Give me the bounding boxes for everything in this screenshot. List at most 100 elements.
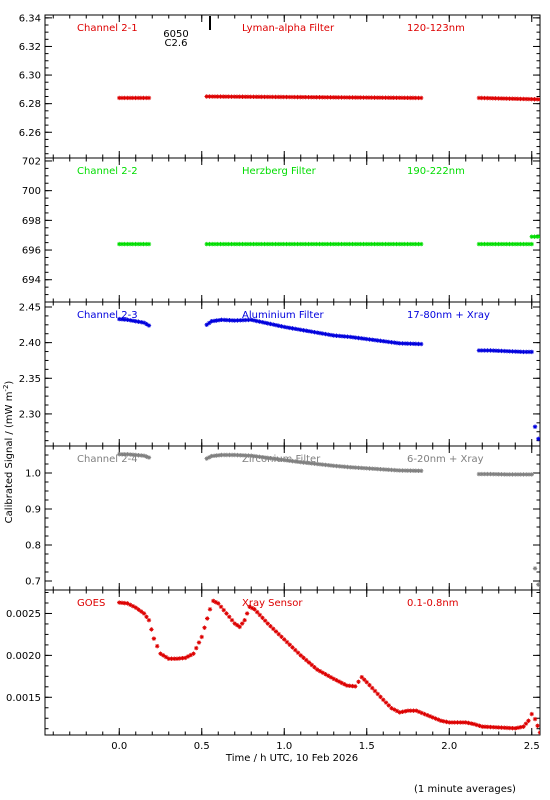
data-point xyxy=(119,452,125,457)
data-point xyxy=(146,95,152,101)
data-point xyxy=(125,317,130,323)
data-point xyxy=(191,651,196,656)
data-point xyxy=(309,95,314,100)
data-point xyxy=(405,708,411,713)
data-point xyxy=(375,466,380,472)
data-point xyxy=(479,471,485,477)
data-point xyxy=(416,241,421,247)
data-point xyxy=(518,724,523,730)
series-points xyxy=(117,316,540,442)
data-point xyxy=(292,94,297,100)
data-point xyxy=(136,453,141,458)
data-point xyxy=(312,329,317,335)
data-point xyxy=(526,718,531,723)
data-point xyxy=(216,453,222,458)
data-point xyxy=(238,318,243,323)
data-point xyxy=(359,336,364,341)
data-point xyxy=(482,724,488,729)
data-point xyxy=(216,317,222,323)
data-point xyxy=(139,609,144,614)
x-tick-label: 0.0 xyxy=(111,741,127,752)
data-point xyxy=(309,329,314,334)
y-tick-label: 694 xyxy=(22,275,41,286)
data-point xyxy=(295,650,301,655)
data-point xyxy=(400,468,405,473)
data-point xyxy=(282,637,287,642)
filter-label: Aluminium Filter xyxy=(242,310,325,321)
data-point xyxy=(298,327,303,333)
data-point xyxy=(422,711,427,717)
data-point xyxy=(411,708,416,713)
data-point xyxy=(301,460,306,465)
data-point xyxy=(485,471,490,477)
data-point xyxy=(491,724,496,730)
data-point xyxy=(416,95,421,101)
data-point xyxy=(221,452,227,458)
data-point xyxy=(298,653,303,658)
data-point xyxy=(240,94,245,99)
data-point xyxy=(433,716,438,721)
data-point xyxy=(221,607,226,613)
data-point xyxy=(504,472,510,477)
x-tick-label: 1.0 xyxy=(276,741,292,752)
data-point xyxy=(136,319,141,324)
data-point xyxy=(204,94,209,99)
data-point xyxy=(345,334,350,339)
channel-label: GOES xyxy=(77,598,105,609)
data-point xyxy=(331,676,336,682)
data-point xyxy=(394,241,399,247)
data-point xyxy=(518,96,523,102)
data-point xyxy=(210,94,215,99)
x-axis-label: Time / h UTC, 10 Feb 2026 xyxy=(225,753,358,764)
data-point xyxy=(205,616,210,621)
data-point xyxy=(361,465,367,471)
data-point xyxy=(218,94,223,99)
data-point xyxy=(304,657,309,663)
data-point xyxy=(317,95,322,100)
data-point xyxy=(234,94,240,99)
data-point xyxy=(300,94,306,100)
data-point xyxy=(141,95,146,101)
data-point xyxy=(394,340,400,346)
data-point xyxy=(353,241,358,247)
data-point xyxy=(507,472,512,477)
averaging-footnote: (1 minute averages) xyxy=(414,784,516,795)
data-point xyxy=(358,241,363,247)
data-point xyxy=(256,94,262,100)
data-point xyxy=(323,331,328,337)
data-point xyxy=(210,241,215,247)
data-point xyxy=(513,726,518,731)
channel-label: Channel 2-4 xyxy=(77,454,138,465)
data-point xyxy=(507,349,512,354)
data-point xyxy=(372,95,377,100)
data-point xyxy=(386,703,391,708)
data-point xyxy=(166,656,171,661)
data-point xyxy=(136,607,141,612)
data-point xyxy=(334,333,339,338)
data-point xyxy=(214,318,219,323)
data-point xyxy=(130,95,135,101)
data-point xyxy=(386,339,391,345)
data-point xyxy=(498,96,504,101)
data-point xyxy=(293,326,298,332)
data-point xyxy=(466,720,471,726)
data-point xyxy=(518,472,523,477)
data-point xyxy=(276,241,281,247)
data-point xyxy=(410,468,416,473)
data-point xyxy=(117,241,122,247)
data-point xyxy=(232,318,237,323)
data-point xyxy=(268,623,273,629)
data-point xyxy=(416,341,421,347)
data-point xyxy=(169,656,174,661)
data-point xyxy=(364,679,369,685)
data-point xyxy=(218,604,224,609)
data-point xyxy=(287,325,292,331)
data-point xyxy=(183,655,188,661)
data-point xyxy=(211,453,217,459)
data-point xyxy=(315,461,320,467)
y-tick-label: 0.9 xyxy=(25,505,41,516)
data-point xyxy=(524,349,529,355)
data-point xyxy=(504,348,510,354)
data-point xyxy=(342,464,347,469)
data-point xyxy=(304,460,309,465)
